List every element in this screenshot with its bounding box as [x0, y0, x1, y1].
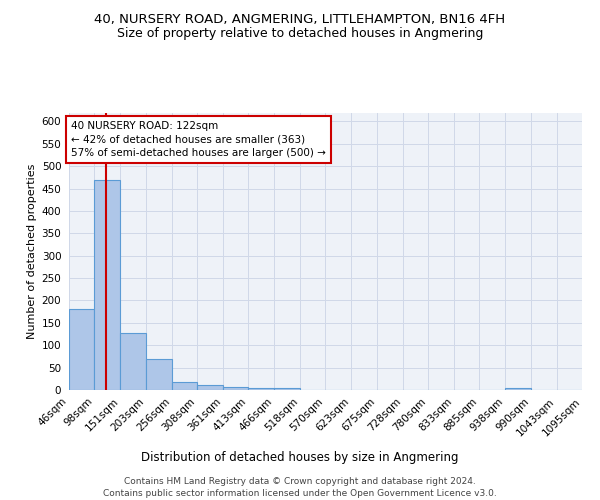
Bar — [197, 384, 223, 390]
Bar — [248, 388, 274, 390]
Text: Size of property relative to detached houses in Angmering: Size of property relative to detached ho… — [117, 28, 483, 40]
Bar — [274, 388, 300, 390]
Bar — [223, 387, 248, 390]
Text: Distribution of detached houses by size in Angmering: Distribution of detached houses by size … — [141, 451, 459, 464]
Bar — [94, 180, 121, 390]
Text: 40, NURSERY ROAD, ANGMERING, LITTLEHAMPTON, BN16 4FH: 40, NURSERY ROAD, ANGMERING, LITTLEHAMPT… — [94, 12, 506, 26]
Bar — [505, 388, 530, 390]
Text: 40 NURSERY ROAD: 122sqm
← 42% of detached houses are smaller (363)
57% of semi-d: 40 NURSERY ROAD: 122sqm ← 42% of detache… — [71, 122, 326, 158]
Bar — [172, 382, 197, 390]
Bar — [146, 358, 172, 390]
Bar — [69, 310, 94, 390]
Text: Contains HM Land Registry data © Crown copyright and database right 2024.
Contai: Contains HM Land Registry data © Crown c… — [103, 476, 497, 498]
Bar — [121, 332, 146, 390]
Y-axis label: Number of detached properties: Number of detached properties — [28, 164, 37, 339]
